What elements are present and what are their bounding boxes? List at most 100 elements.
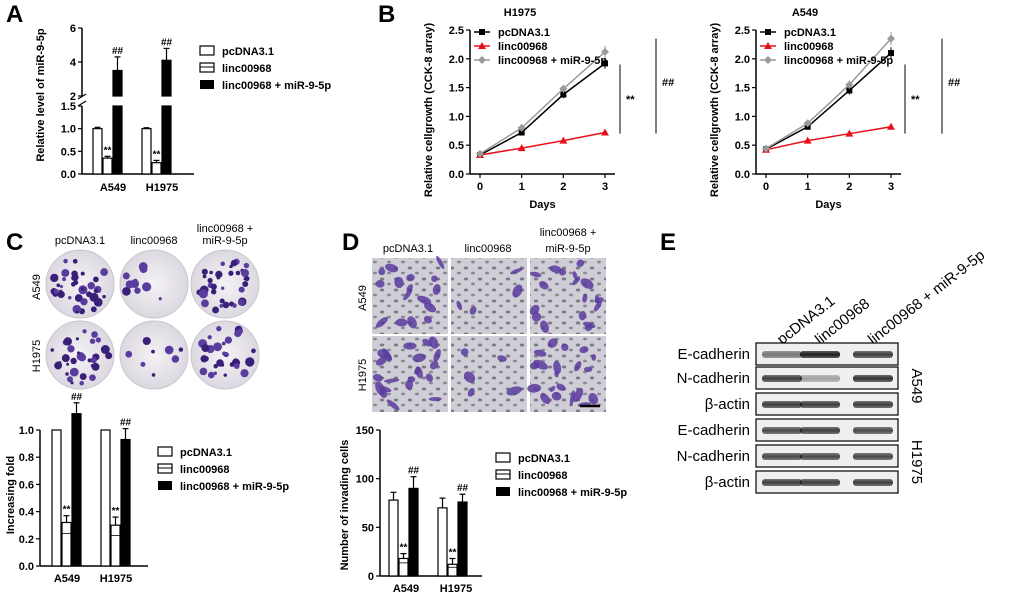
colony: [53, 288, 59, 295]
invasion-image: [451, 336, 527, 412]
x-tick-label: 0: [763, 181, 769, 193]
chart-title: A549: [792, 7, 818, 19]
colony: [178, 347, 184, 352]
x-axis-label: Days: [529, 199, 555, 211]
colony: [199, 367, 208, 376]
invading-cell: [540, 393, 551, 405]
colony: [140, 361, 146, 367]
point-diamond: [887, 34, 895, 43]
invading-cell: [423, 315, 432, 324]
colony: [237, 328, 244, 334]
colony: [92, 276, 99, 283]
panel-c-legend: pcDNA3.1 linc00968 linc00968 + miR-9-5p: [157, 446, 289, 493]
colony: [245, 357, 255, 367]
invading-cell: [580, 278, 594, 289]
invading-cell: [467, 388, 475, 397]
y-tick-label: 150: [356, 425, 374, 437]
series-line-0: [479, 62, 606, 156]
sig-mark: **: [626, 94, 635, 106]
colony: [151, 349, 155, 354]
colony: [67, 376, 73, 383]
colony: [216, 275, 221, 280]
culture-dish: [119, 249, 189, 319]
colony: [90, 306, 97, 313]
colony: [72, 304, 82, 314]
colony: [235, 270, 241, 276]
bar-linc00968---mir-9-5p: [71, 413, 82, 567]
colony: [105, 352, 113, 360]
invading-cell: [406, 274, 415, 282]
colony: [54, 361, 63, 370]
point-triangle: [601, 128, 609, 136]
blot-band: [853, 479, 893, 486]
blot-row-label: E-cadherin: [677, 422, 750, 439]
point-diamond: [762, 144, 770, 153]
series-line-2: [765, 38, 892, 150]
point-square: [518, 129, 525, 136]
sig-mark: **: [911, 94, 920, 106]
panel-c-col-rescue2: miR-9-5p: [202, 235, 247, 247]
sig-mark: **: [104, 145, 112, 156]
legend-label: linc00968 + miR-9-5p: [498, 55, 607, 67]
invading-cell: [395, 318, 408, 327]
colony: [82, 329, 87, 334]
bar-linc00968---mir-9-5p-lower: [112, 105, 123, 175]
panel-c-col-pcdna: pcDNA3.1: [55, 235, 105, 247]
panel-e-cellline-a549: A549: [908, 368, 925, 403]
blot-band: [762, 401, 802, 408]
invading-cell: [372, 373, 383, 382]
legend-label: linc00968: [498, 41, 548, 53]
legend-pcdna: pcDNA3.1: [518, 453, 570, 465]
invading-cell: [572, 271, 578, 280]
colony: [67, 345, 75, 353]
panel-d-row-a549: A549: [357, 285, 369, 311]
point-triangle: [803, 136, 812, 144]
colony: [212, 306, 219, 314]
panel-d-xlabel-a549: A549: [393, 583, 419, 595]
colony: [210, 288, 217, 295]
sig-mark: ##: [457, 483, 469, 494]
invading-cell: [407, 316, 417, 329]
invading-cell: [578, 310, 587, 321]
invading-cell: [424, 302, 437, 313]
blot-band: [800, 453, 840, 460]
invading-cell: [556, 383, 566, 391]
y-tick-label: 0.0: [19, 561, 34, 573]
y-tick-label: 1.0: [19, 425, 34, 437]
invading-cell: [554, 370, 559, 378]
x-tick-label: 2: [560, 181, 566, 193]
panel-e-western-blot: pcDNA3.1 linc00968 linc00968 + miR-9-5p …: [677, 247, 988, 494]
invading-cell: [561, 343, 569, 352]
invading-cell: [417, 295, 432, 305]
invading-cell: [584, 366, 593, 373]
y-tick-label: 50: [362, 522, 374, 534]
panel-d-invasion: pcDNA3.1 linc00968 linc00968 + miR-9-5p …: [339, 227, 627, 595]
legend-marker: [478, 56, 486, 64]
bar-linc00968---mir-9-5p-lower: [161, 105, 172, 175]
invading-cell: [533, 359, 548, 370]
invading-cell: [591, 354, 597, 361]
colony: [50, 348, 55, 352]
invading-cell: [506, 386, 522, 396]
series-line-0: [765, 52, 892, 150]
x-tick-label: 1: [805, 181, 811, 193]
invading-cell: [432, 284, 441, 295]
invading-cell: [573, 387, 584, 402]
panel-d-col-rescue2: miR-9-5p: [545, 243, 590, 255]
invading-cell: [585, 324, 593, 332]
legend-linc: linc00968: [518, 470, 568, 482]
y-tick-label: 100: [356, 474, 374, 486]
colony: [240, 269, 250, 278]
colony: [233, 363, 240, 369]
legend-label: linc00968 + miR-9-5p: [784, 55, 893, 67]
panel-a-bar-chart: Relative level of miR-9-5p 0.0 0.5 1.0 1.52…: [35, 23, 331, 194]
invading-cell: [382, 348, 393, 361]
panel-e-cellline-h1975: H1975: [908, 440, 925, 484]
point-diamond: [601, 47, 609, 56]
colony: [142, 336, 151, 346]
colony: [87, 358, 92, 363]
colony: [213, 363, 219, 369]
colony: [100, 268, 108, 276]
colony: [70, 281, 76, 287]
invading-cell: [431, 275, 438, 282]
